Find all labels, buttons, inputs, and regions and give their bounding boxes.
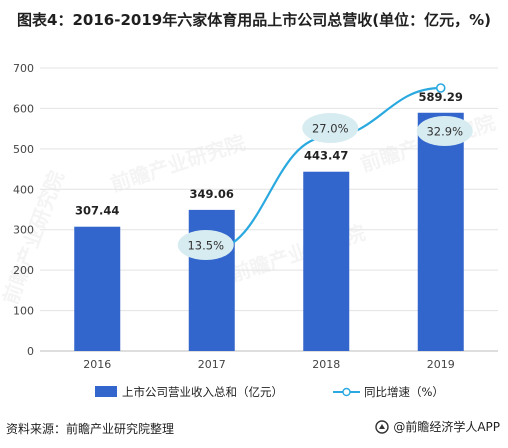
brand-logo-icon [375,419,390,434]
bar [74,226,121,351]
y-tick-label: 700 [13,62,34,75]
bar-value-label: 307.44 [75,204,119,218]
growth-bubble [302,113,359,143]
growth-value-label: 27.0% [312,122,349,136]
source-note: 资料来源：前瞻产业研究院整理 [6,422,175,436]
chart-title: 图表4：2016-2019年六家体育用品上市公司总营收(单位：亿元，%) [17,11,491,29]
y-tick-label: 300 [13,224,34,237]
watermark-text: 前瞻产业研究院 [0,168,69,308]
y-tick-label: 600 [13,102,34,115]
legend-line-label: 同比增速（%） [364,385,444,399]
y-tick-label: 200 [13,264,34,277]
growth-value-label: 13.5% [187,239,224,253]
brand-text: @前瞻经济学人APP [393,420,500,434]
bar-value-label: 443.47 [304,149,348,163]
growth-point-marker [435,83,446,93]
brand-credit[interactable]: @前瞻经济学人APP [375,418,500,435]
legend-bar-label: 上市公司营业收入总和（亿元） [122,385,283,399]
growth-value-label: 32.9% [426,125,463,139]
bar-value-label: 589.29 [419,90,463,104]
bar [303,171,350,351]
legend-line-marker [342,387,351,397]
x-tick-label: 2018 [312,358,340,371]
y-tick-label: 500 [13,143,34,156]
y-tick-label: 0 [27,345,34,358]
x-tick-label: 2017 [198,358,226,371]
growth-bubble [416,116,473,146]
bar [417,112,464,351]
x-tick-label: 2019 [427,358,455,371]
legend-bar-swatch [95,386,117,397]
growth-bubble [177,230,234,260]
y-tick-label: 100 [13,305,34,318]
bar-value-label: 349.06 [190,187,234,201]
y-tick-label: 400 [13,183,34,196]
x-tick-label: 2016 [83,358,111,371]
